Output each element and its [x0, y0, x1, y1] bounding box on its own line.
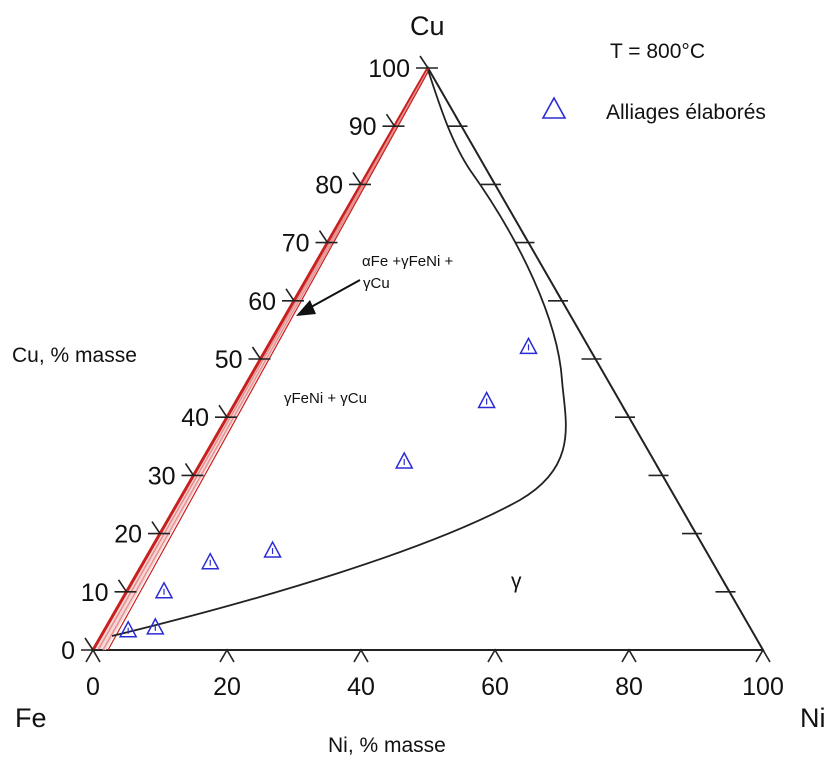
ni-tick-label: 80 — [615, 673, 643, 701]
corner-label-ni: Ni — [800, 703, 826, 733]
cu-tick-label: 100 — [368, 55, 410, 83]
right-tick-mark-diag — [689, 523, 697, 535]
ni-tick-label: 100 — [742, 673, 784, 701]
cu-axis-title: Cu, % masse — [12, 344, 137, 367]
cu-tick-label: 80 — [315, 171, 343, 199]
corner-label-cu: Cu — [410, 11, 445, 41]
cu-tick-label: 50 — [215, 346, 243, 374]
cu-tick-label: 70 — [282, 230, 310, 258]
cu-tick-mark-diag — [385, 113, 396, 127]
alloy-point — [477, 390, 496, 409]
legend-label: Alliages élaborés — [606, 101, 766, 124]
alloy-point — [146, 617, 165, 635]
cu-tick-label: 60 — [248, 288, 276, 316]
ni-tick-label: 20 — [213, 673, 241, 701]
alloy-point — [263, 540, 282, 558]
cu-tick-mark-diag — [218, 404, 228, 418]
cu-tick-mark-diag — [285, 288, 295, 302]
boundary-pink-line-2 — [102, 70, 429, 651]
ternary-triangle — [91, 65, 765, 651]
alloy-points — [118, 336, 538, 638]
alloy-point — [394, 451, 414, 469]
cu-axis-ticks: 0 10 20 30 40 50 60 70 80 90 100 — [61, 55, 438, 665]
right-tick-mark-diag — [588, 348, 597, 360]
ni-axis-title: Ni, % masse — [328, 734, 446, 757]
temperature-title: T = 800°C — [610, 40, 705, 63]
ni-tick-mark — [755, 648, 771, 663]
cu-tick-label: 30 — [148, 462, 176, 490]
cu-tick-label: 10 — [81, 579, 109, 607]
boundary-pink-line-1 — [97, 69, 429, 651]
right-tick-mark-diag — [454, 115, 463, 127]
legend-marker-icon — [541, 96, 567, 119]
three-phase-arrow-head — [296, 300, 316, 316]
ni-tick-label: 0 — [86, 673, 100, 701]
right-tick-mark-diag — [555, 290, 563, 302]
ni-axis-ticks: 0 20 40 60 80 100 — [85, 648, 784, 701]
alloy-point — [154, 581, 174, 599]
cu-tick-mark-diag — [251, 346, 262, 360]
gamma-boundary-curve — [111, 69, 567, 637]
right-edge-ticks — [447, 115, 736, 593]
cu-tick-mark-diag — [318, 230, 329, 244]
ni-tick-mark — [621, 648, 637, 663]
ni-tick-label: 40 — [347, 673, 375, 701]
right-tick-mark-diag — [488, 173, 496, 185]
right-tick-mark-diag — [722, 581, 731, 593]
cu-tick-mark-diag — [419, 55, 429, 69]
region-label-gamma: γ — [511, 570, 522, 593]
ni-tick-mark — [487, 648, 503, 663]
right-tick-mark-diag — [521, 232, 530, 244]
cu-tick-mark-diag — [352, 171, 362, 185]
cu-tick-mark-diag — [117, 579, 128, 593]
right-tick-mark-diag — [655, 464, 664, 476]
right-tick-mark-diag — [622, 406, 630, 418]
alloy-point — [118, 620, 138, 638]
cu-tick-label: 40 — [181, 404, 209, 432]
cu-tick-label: 0 — [61, 637, 75, 665]
ni-tick-mark — [353, 648, 369, 663]
cu-tick-label: 20 — [114, 521, 142, 549]
cu-tick-mark-diag — [151, 521, 161, 535]
region-label-two-phase: γFeNi + γCu — [284, 390, 367, 407]
cu-tick-mark-diag — [84, 637, 94, 651]
ni-tick-mark — [219, 648, 235, 663]
cu-tick-mark-diag — [184, 462, 195, 476]
ni-tick-mark — [85, 648, 101, 663]
region-label-three-phase-1: αFe +γFeNi + — [362, 253, 453, 270]
ni-tick-label: 60 — [481, 673, 509, 701]
boundary-pink-line-3 — [107, 71, 429, 651]
corner-label-fe: Fe — [15, 703, 47, 733]
region-label-three-phase-2: γCu — [363, 275, 390, 292]
alloy-point — [201, 552, 220, 570]
cu-tick-label: 90 — [349, 113, 377, 141]
alloy-point — [519, 336, 538, 355]
